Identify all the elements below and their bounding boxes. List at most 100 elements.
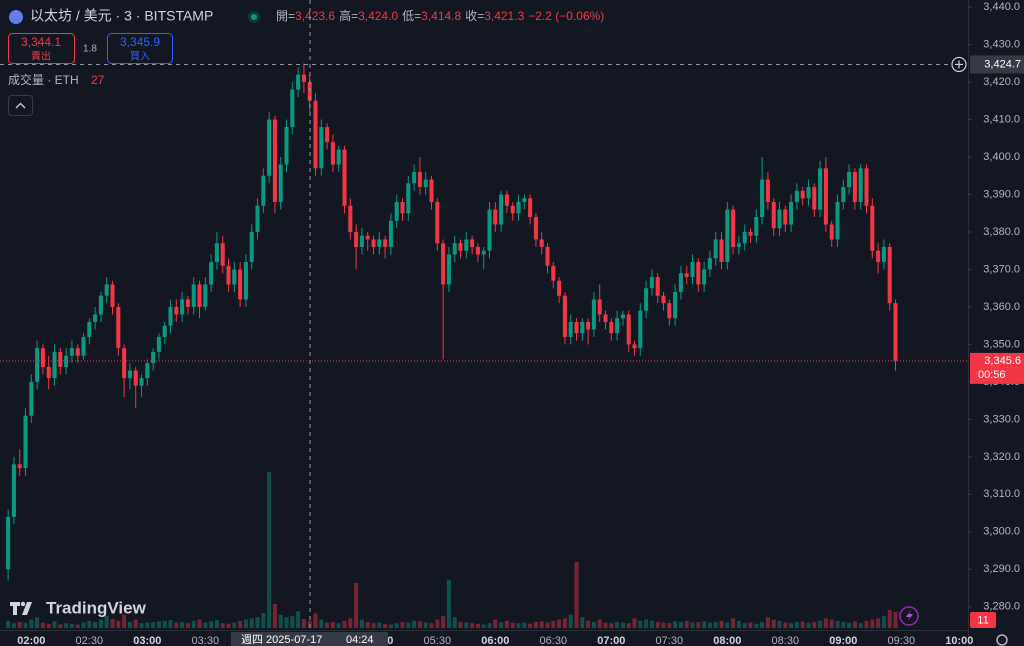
candle-body [539, 239, 544, 247]
alerts-frame[interactable] [970, 612, 996, 628]
candle-body [736, 243, 741, 247]
sell-label[interactable]: 賣出 [31, 50, 51, 63]
candle-body [742, 231, 747, 244]
candle-body [452, 243, 457, 255]
volume-bar [93, 622, 98, 628]
collapse-button[interactable] [8, 95, 33, 116]
candle-body [249, 231, 254, 262]
candle-body [881, 246, 886, 262]
volume-bar [655, 622, 660, 628]
volume-bar [794, 622, 799, 628]
volume-bar [319, 619, 324, 628]
volume-bar [180, 622, 185, 628]
volume-bar [852, 621, 857, 628]
alerts-badge[interactable]: 11 [970, 612, 996, 628]
sell-button-frame[interactable] [8, 33, 75, 64]
volume-bar [539, 621, 544, 628]
flash-icon[interactable] [899, 606, 919, 626]
volume-bar [771, 619, 776, 628]
volume-bar [725, 622, 730, 628]
buy-label[interactable]: 買入 [130, 51, 150, 63]
settings-icon[interactable] [996, 634, 1008, 646]
volume-bar [98, 619, 103, 628]
flash-button[interactable] [899, 606, 919, 626]
candle-body [765, 179, 770, 203]
last-price-box [970, 352, 1024, 384]
sell-button[interactable]: 3,344.1 賣出 [8, 33, 75, 64]
candle-body [870, 205, 875, 251]
x-tick-label: 08:00 [713, 635, 741, 646]
legend-value: 3,421.3 [484, 9, 524, 23]
volume-bar [504, 620, 509, 628]
candle-body [446, 254, 451, 285]
settings-button[interactable] [996, 634, 1008, 646]
volume-bar [673, 621, 678, 628]
candle-body [417, 172, 422, 188]
candle-body [429, 179, 434, 203]
candle-body [75, 348, 80, 356]
candle-body [580, 321, 585, 334]
candle-body [371, 239, 376, 247]
volume-bar [197, 619, 202, 628]
volume-bar [145, 622, 150, 628]
buy-button-frame[interactable] [107, 33, 173, 64]
volume-bar [707, 622, 712, 628]
buy-price[interactable]: 3,345.9 [120, 35, 160, 49]
volume-bar [632, 618, 637, 628]
candle-body [760, 179, 765, 217]
volume-bar [748, 622, 753, 628]
y-tick-label: 3,380.0 [983, 226, 1020, 238]
volume-bar [174, 622, 179, 628]
candle-body [296, 74, 301, 90]
candle-body [557, 280, 562, 296]
candle-body [330, 142, 335, 165]
alerts-count[interactable]: 11 [977, 614, 988, 626]
symbol-icon [9, 10, 23, 24]
volume-bar [185, 623, 190, 628]
y-tick-label: 3,310.0 [983, 488, 1020, 500]
legend-prefix: 高= [339, 8, 358, 23]
buy-button[interactable]: 3,345.9 買入 [107, 33, 173, 64]
candle-body [591, 299, 596, 330]
candle-body [597, 299, 602, 315]
volume-bar [75, 624, 80, 628]
volume-bar [829, 619, 834, 628]
collapse-frame[interactable] [8, 95, 33, 116]
volume-bar [557, 619, 562, 628]
candle-body [441, 243, 446, 285]
candle-body [284, 127, 289, 165]
candle-body [673, 291, 678, 319]
candle-body [620, 314, 625, 319]
volume-bar [823, 618, 828, 628]
candle-body [823, 168, 828, 225]
flash-icon[interactable] [906, 610, 913, 622]
volume-bar [667, 623, 672, 628]
candle-body [6, 516, 11, 570]
volume-bar [893, 611, 898, 628]
candle-body [203, 284, 208, 307]
candle-body [835, 202, 840, 240]
x-tick-label: 03:30 [192, 635, 220, 646]
candle-body [638, 310, 643, 349]
candle-body [325, 127, 330, 143]
candle-body [354, 231, 359, 247]
y-tick-label: 3,290.0 [983, 563, 1020, 575]
y-tick-label: 3,320.0 [983, 451, 1020, 463]
candle-body [731, 209, 736, 247]
candle-body [707, 258, 712, 270]
sell-price[interactable]: 3,344.1 [21, 35, 61, 49]
candle-body [388, 220, 393, 247]
candle-body [794, 190, 799, 203]
volume-bar [238, 620, 243, 628]
collapse-icon[interactable] [15, 102, 26, 109]
volume-bar [377, 622, 382, 628]
volume-bar [806, 622, 811, 628]
volume-bar [226, 623, 231, 628]
candle-body [319, 127, 324, 169]
x-tick-label: 03:00 [133, 635, 161, 646]
candle-body [649, 276, 654, 289]
candle-body [626, 314, 631, 345]
candle-body [852, 172, 857, 203]
candle-body [551, 265, 556, 281]
spread: 1.8 [83, 44, 97, 55]
